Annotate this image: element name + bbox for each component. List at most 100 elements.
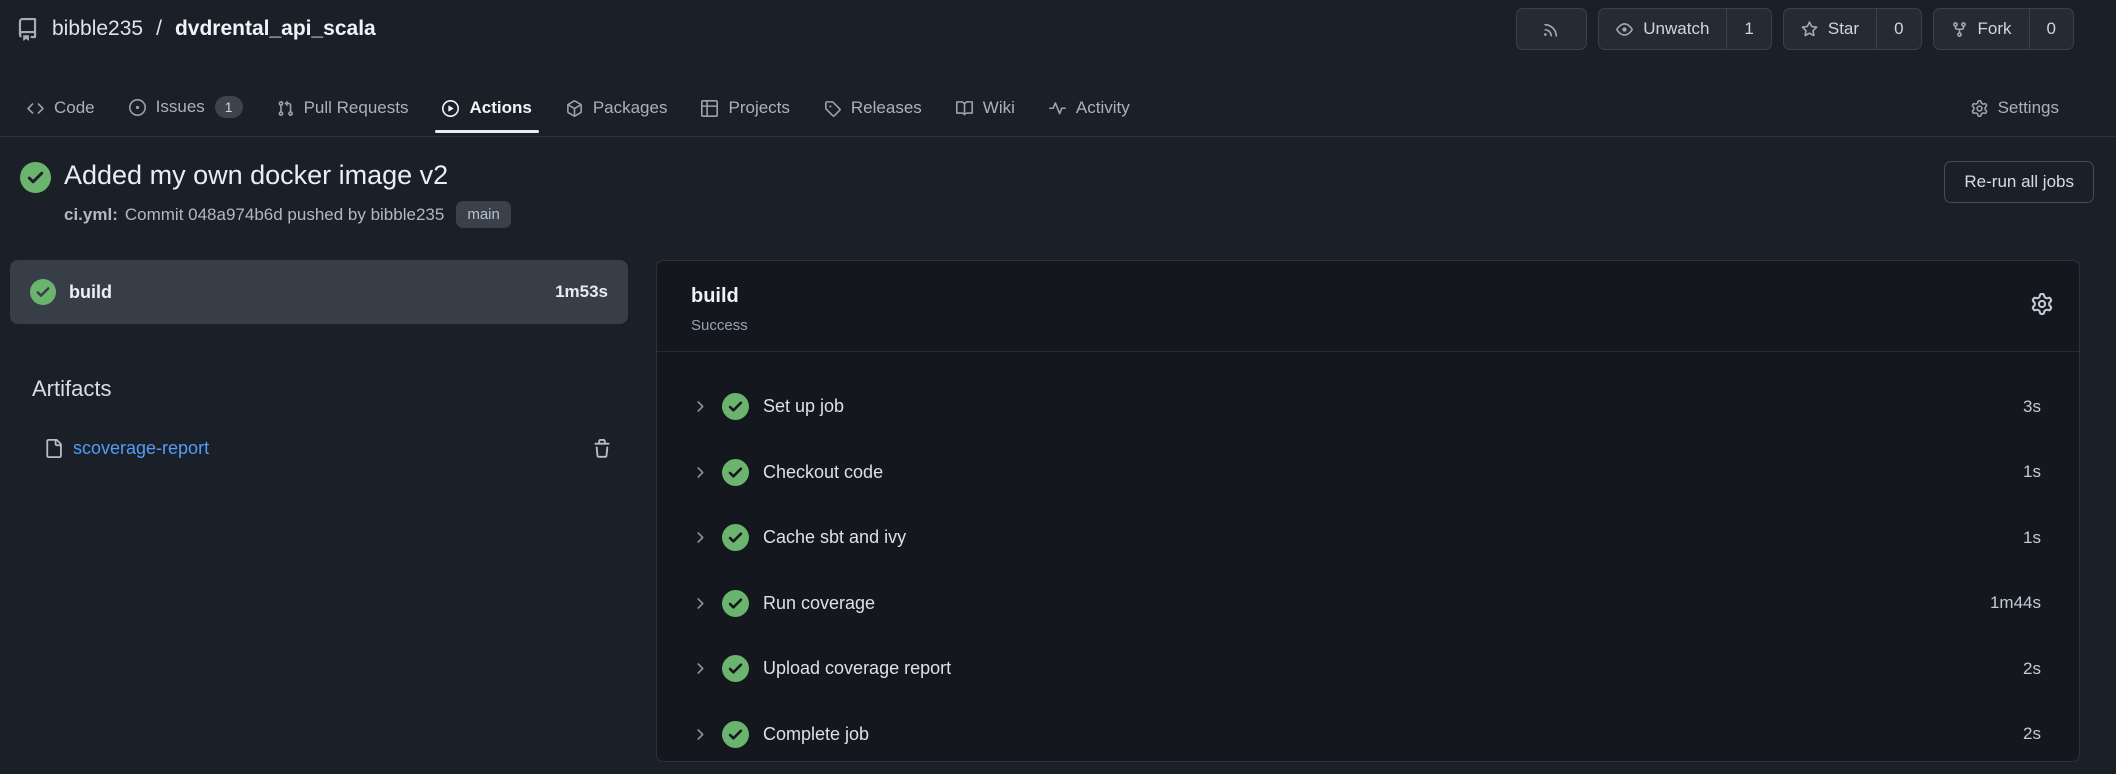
rss-icon [1543,21,1560,38]
success-check-icon [20,162,51,228]
feed-button[interactable] [1516,8,1588,50]
job-duration: 1m53s [555,282,608,301]
repo-nav: Code Issues 1 Pull Requests Actions Pack… [0,58,2116,137]
step-name: Upload coverage report [763,658,952,679]
step-row-upload-coverage-report[interactable]: Upload coverage report 2s [657,636,2079,702]
step-duration: 1m44s [1989,593,2041,613]
topbar: bibble235 / dvdrental_api_scala Unwatch … [0,0,2116,58]
step-duration: 1s [2023,527,2041,547]
star-icon [1801,20,1818,38]
job-status: Success [691,317,748,334]
trash-icon [592,438,612,459]
gear-icon [1971,99,1988,117]
chevron-right-icon[interactable] [691,726,708,743]
step-name: Set up job [763,396,845,417]
step-success-check-icon [722,589,749,617]
tab-pull-requests[interactable]: Pull Requests [260,84,426,136]
repo-name-link[interactable]: dvdrental_api_scala [174,17,376,40]
step-duration: 2s [2023,724,2041,744]
tab-issues[interactable]: Issues 1 [112,82,260,136]
run-title: Added my own docker image v2 [64,160,449,190]
gear-icon [2031,293,2053,315]
log-settings-button[interactable] [2031,293,2053,315]
artifact-download-link[interactable]: scoverage-report [73,438,210,458]
issue-opened-icon [128,98,146,116]
steps-list: Set up job 3s Checkout code 1s Cache sbt… [657,352,2079,762]
star-count[interactable]: 0 [1876,9,1920,49]
tab-releases-label: Releases [850,98,922,117]
job-panel-title: build [691,285,739,307]
step-success-check-icon [722,458,749,486]
chevron-right-icon[interactable] [691,464,708,481]
tab-actions-label: Actions [469,98,532,117]
unwatch-label: Unwatch [1643,19,1710,38]
tab-settings[interactable]: Settings [1954,84,2076,136]
fork-count[interactable]: 0 [2028,9,2073,49]
step-name: Complete job [763,723,870,744]
tab-actions[interactable]: Actions [425,84,548,136]
tab-pull-requests-label: Pull Requests [303,98,409,117]
step-success-check-icon [722,720,749,748]
unwatch-button[interactable]: Unwatch 1 [1598,8,1772,50]
artifact-row: scoverage-report [10,438,628,459]
step-row-checkout-code[interactable]: Checkout code 1s [657,440,2079,506]
step-row-complete-job[interactable]: Complete job 2s [657,702,2079,762]
step-row-run-coverage[interactable]: Run coverage 1m44s [657,571,2079,637]
step-duration: 2s [2023,658,2041,678]
code-icon [27,100,44,117]
chevron-right-icon[interactable] [691,398,708,415]
tab-projects[interactable]: Projects [684,84,806,136]
step-row-cache-sbt-and-ivy[interactable]: Cache sbt and ivy 1s [657,505,2079,571]
step-success-check-icon [722,655,749,683]
tab-releases[interactable]: Releases [807,84,939,136]
step-name: Run coverage [763,592,876,613]
chevron-right-icon[interactable] [691,595,708,612]
workflow-run-header: Added my own docker image v2 ci.yml: Com… [0,137,2116,238]
repo-action-buttons: Unwatch 1 Star 0 Fork 0 [1516,8,2074,50]
commit-text: Commit 048a974b6d pushed by bibble235 [124,205,445,224]
step-success-check-icon [722,393,749,421]
tab-projects-label: Projects [728,98,790,117]
star-label: Star [1827,19,1860,38]
step-success-check-icon [722,524,749,552]
tab-wiki[interactable]: Wiki [939,84,1032,136]
watch-count[interactable]: 1 [1726,9,1770,49]
tab-settings-label: Settings [1997,98,2059,117]
jobs-sidebar: build 1m53s Artifacts scoverage-report [10,260,628,459]
tab-issues-label: Issues [155,97,205,116]
pulse-icon [1048,100,1066,117]
tab-code[interactable]: Code [10,84,112,136]
job-panel-header: build Success [657,261,2079,352]
branch-badge[interactable]: main [456,201,511,228]
artifacts-heading: Artifacts [32,376,112,401]
tab-activity-label: Activity [1075,98,1130,117]
delete-artifact-button[interactable] [592,438,612,459]
issues-count-badge: 1 [214,96,243,118]
fork-icon [1951,21,1968,38]
job-success-check-icon [30,279,56,305]
pull-request-icon [277,100,294,117]
step-duration: 1s [2023,462,2041,482]
book-icon [955,100,973,117]
file-icon [44,439,63,458]
rerun-all-jobs-button[interactable]: Re-run all jobs [1944,161,2094,203]
tag-icon [824,100,841,117]
job-name: build [69,281,112,302]
star-button[interactable]: Star 0 [1782,8,1922,50]
project-icon [701,99,719,117]
run-content: build 1m53s Artifacts scoverage-report b… [0,260,2116,762]
tab-activity[interactable]: Activity [1032,84,1147,136]
fork-label: Fork [1977,19,2012,38]
tab-code-label: Code [54,98,95,117]
fork-button[interactable]: Fork 0 [1932,8,2074,50]
repo-owner-link[interactable]: bibble235 [52,17,144,40]
tab-packages-label: Packages [592,98,668,117]
step-duration: 3s [2023,396,2041,416]
step-row-set-up-job[interactable]: Set up job 3s [657,374,2079,440]
tab-packages[interactable]: Packages [549,84,685,136]
chevron-right-icon[interactable] [691,660,708,677]
workflow-file-label: ci.yml: [64,205,118,224]
run-subtitle: ci.yml: Commit 048a974b6d pushed by bibb… [64,201,511,228]
sidebar-job-build[interactable]: build 1m53s [10,260,628,324]
chevron-right-icon[interactable] [691,529,708,546]
